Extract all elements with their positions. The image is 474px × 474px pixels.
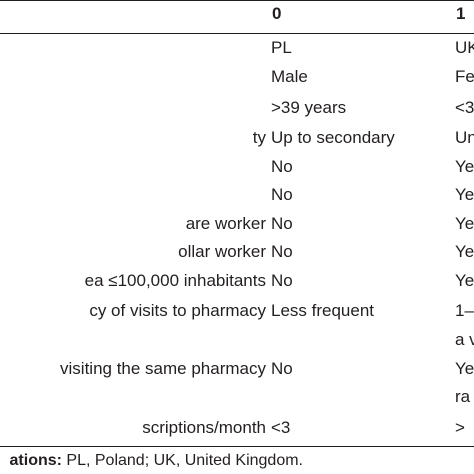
row-label-collar-worker: ollar worker <box>178 242 266 261</box>
row-label-visit-frequency: cy of visits to pharmacy <box>89 301 266 320</box>
footnote-text: PL, Poland; UK, United Kingdom. <box>61 452 303 469</box>
cell-prescriptions-0: <3 <box>271 418 291 437</box>
row-label-prescriptions: scriptions/month <box>142 418 266 437</box>
cell-healthcare-1: Ye <box>455 214 474 233</box>
cell-education-0: Up to secondary <box>271 128 395 147</box>
top-rule <box>0 0 474 1</box>
cell-row4-1: Ye <box>455 157 474 176</box>
cell-gender-0: Male <box>271 67 308 86</box>
cell-country-1: UK <box>455 38 474 57</box>
cell-gender-1: Female <box>455 67 474 86</box>
cell-healthcare-0: No <box>271 214 293 233</box>
cell-area-0: No <box>271 271 293 290</box>
cell-same-pharmacy-1: Ye <box>455 359 474 378</box>
cell-same-pharmacy-1-cont: ra <box>455 387 471 406</box>
cell-collar-0: No <box>271 242 293 261</box>
table-footnote: ations: PL, Poland; UK, United Kingdom. <box>10 451 303 471</box>
row-label-area: ea ≤100,000 inhabitants <box>84 271 266 290</box>
cell-prescriptions-1: > <box>455 418 465 437</box>
cell-collar-1: Ye <box>455 242 474 261</box>
cell-area-1: Ye <box>455 271 474 290</box>
cell-visits-0: Less frequent <box>271 301 375 320</box>
bottom-rule <box>0 446 474 447</box>
cell-row5-1: Ye <box>455 185 474 204</box>
cell-country-0: PL <box>271 38 292 57</box>
cell-age-1: <39 years <box>455 98 474 117</box>
row-label-healthcare-worker: are worker <box>185 214 266 233</box>
cell-visits-1: 1– <box>455 301 474 320</box>
cell-row4-0: No <box>271 157 293 176</box>
footnote-abbreviations-label: ations: <box>9 452 62 469</box>
cell-age-0: >39 years <box>271 98 347 117</box>
header-col-0: 0 <box>272 4 282 23</box>
cell-visits-1-cont: a v <box>455 330 474 349</box>
row-label-same-pharmacy: visiting the same pharmacy <box>60 359 266 378</box>
row-label-education: ty <box>252 128 266 147</box>
cell-same-pharmacy-0: No <box>271 359 293 378</box>
header-rule <box>0 33 474 34</box>
header-col-1: 1 <box>456 4 466 23</box>
cell-education-1: Un <box>455 128 474 147</box>
cell-row5-0: No <box>271 185 293 204</box>
